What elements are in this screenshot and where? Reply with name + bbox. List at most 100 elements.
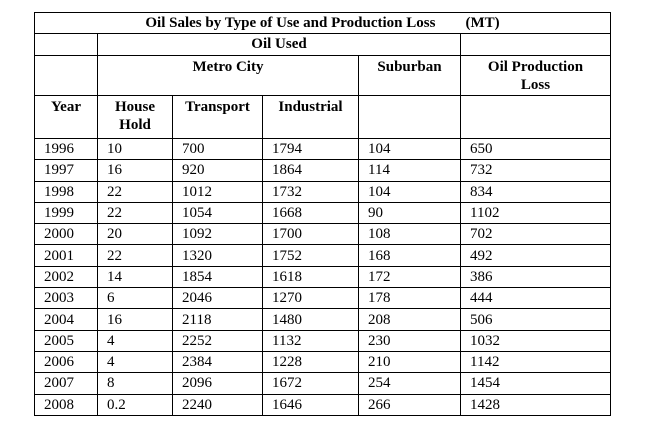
- cell-year: 2006: [34, 350, 98, 374]
- cell-suburban: 114: [358, 159, 461, 182]
- production-loss-label: Oil Production Loss: [487, 59, 584, 93]
- table-row: 2006 4 2384 1228 210 1142: [34, 350, 611, 374]
- cell-household: 22: [97, 201, 173, 225]
- cell-production-loss: 650: [460, 137, 611, 161]
- cell-production-loss: 1032: [460, 329, 611, 352]
- cell-production-loss: 492: [460, 244, 611, 267]
- cell-suburban: 108: [358, 223, 461, 246]
- cell-industrial: 1668: [262, 201, 359, 225]
- cell-household: 10: [97, 137, 173, 161]
- empty-cell: [358, 95, 461, 139]
- table-row: 1999 22 1054 1668 90 1102: [34, 201, 611, 225]
- cell-industrial: 1618: [262, 265, 359, 289]
- cell-transport: 2384: [172, 350, 263, 374]
- empty-cell: [460, 33, 611, 56]
- cell-year: 2008: [34, 393, 98, 416]
- cell-year: 2000: [34, 223, 98, 246]
- cell-year: 2005: [34, 329, 98, 352]
- cell-year: 2002: [34, 265, 98, 289]
- cell-year: 2004: [34, 308, 98, 331]
- cell-production-loss: 732: [460, 159, 611, 182]
- cell-transport: 920: [172, 159, 263, 182]
- oil-sales-table: Oil Sales by Type of Use and Production …: [34, 12, 611, 416]
- empty-cell: [34, 33, 98, 56]
- metro-city-header: Metro City: [97, 55, 359, 96]
- cell-production-loss: 1454: [460, 372, 611, 395]
- cell-transport: 1054: [172, 201, 263, 225]
- subgroup-header-row: Metro City Suburban Oil Production Loss: [34, 55, 611, 96]
- cell-production-loss: 444: [460, 287, 611, 310]
- table-row: 2002 14 1854 1618 172 386: [34, 265, 611, 289]
- cell-transport: 2118: [172, 308, 263, 331]
- cell-production-loss: 386: [460, 265, 611, 289]
- cell-year: 2007: [34, 372, 98, 395]
- cell-year: 1996: [34, 137, 98, 161]
- cell-suburban: 104: [358, 137, 461, 161]
- table-row: 2000 20 1092 1700 108 702: [34, 223, 611, 246]
- household-label: House Hold: [114, 99, 155, 133]
- table-row: 1998 22 1012 1732 104 834: [34, 180, 611, 203]
- empty-cell: [460, 95, 611, 139]
- cell-suburban: 104: [358, 180, 461, 203]
- table-title: Oil Sales by Type of Use and Production …: [36, 14, 610, 32]
- cell-industrial: 1270: [262, 287, 359, 310]
- table-row: 2005 4 2252 1132 230 1032: [34, 329, 611, 352]
- industrial-header: Industrial: [262, 95, 359, 139]
- table-unit-text: (MT): [465, 15, 500, 31]
- cell-suburban: 208: [358, 308, 461, 331]
- table-row: 2004 16 2118 1480 208 506: [34, 308, 611, 331]
- cell-industrial: 1132: [262, 329, 359, 352]
- household-header: House Hold: [97, 95, 173, 139]
- suburban-header: Suburban: [358, 55, 461, 96]
- cell-suburban: 230: [358, 329, 461, 352]
- group-header-row: Oil Used: [34, 33, 611, 56]
- table-title-text: Oil Sales by Type of Use and Production …: [145, 15, 436, 31]
- cell-household: 4: [97, 350, 173, 374]
- oil-used-header: Oil Used: [97, 33, 461, 56]
- table-row: 1997 16 920 1864 114 732: [34, 159, 611, 182]
- cell-suburban: 178: [358, 287, 461, 310]
- cell-industrial: 1480: [262, 308, 359, 331]
- column-header-row: Year House Hold Transport Industrial: [34, 95, 611, 139]
- cell-industrial: 1794: [262, 137, 359, 161]
- cell-transport: 2252: [172, 329, 263, 352]
- table-row: 1996 10 700 1794 104 650: [34, 137, 611, 161]
- cell-suburban: 210: [358, 350, 461, 374]
- cell-year: 1997: [34, 159, 98, 182]
- cell-transport: 700: [172, 137, 263, 161]
- empty-cell: [34, 55, 98, 96]
- cell-year: 1998: [34, 180, 98, 203]
- cell-industrial: 1646: [262, 393, 359, 416]
- cell-suburban: 266: [358, 393, 461, 416]
- cell-production-loss: 1102: [460, 201, 611, 225]
- cell-industrial: 1732: [262, 180, 359, 203]
- transport-header: Transport: [172, 95, 263, 139]
- cell-household: 0.2: [97, 393, 173, 416]
- table-body: 1996 10 700 1794 104 650 1997 16 920 186…: [34, 137, 611, 416]
- cell-production-loss: 506: [460, 308, 611, 331]
- cell-year: 1999: [34, 201, 98, 225]
- cell-household: 4: [97, 329, 173, 352]
- cell-year: 2001: [34, 244, 98, 267]
- cell-industrial: 1700: [262, 223, 359, 246]
- cell-household: 16: [97, 308, 173, 331]
- table-title-row: Oil Sales by Type of Use and Production …: [34, 12, 611, 34]
- cell-industrial: 1672: [262, 372, 359, 395]
- cell-suburban: 254: [358, 372, 461, 395]
- cell-household: 6: [97, 287, 173, 310]
- cell-household: 22: [97, 244, 173, 267]
- cell-household: 16: [97, 159, 173, 182]
- cell-year: 2003: [34, 287, 98, 310]
- cell-production-loss: 1428: [460, 393, 611, 416]
- cell-transport: 1320: [172, 244, 263, 267]
- year-header: Year: [34, 95, 98, 139]
- cell-household: 22: [97, 180, 173, 203]
- cell-transport: 1012: [172, 180, 263, 203]
- cell-transport: 1092: [172, 223, 263, 246]
- table-row: 2007 8 2096 1672 254 1454: [34, 372, 611, 395]
- cell-household: 14: [97, 265, 173, 289]
- cell-transport: 1854: [172, 265, 263, 289]
- table-row: 2008 0.2 2240 1646 266 1428: [34, 393, 611, 416]
- cell-suburban: 168: [358, 244, 461, 267]
